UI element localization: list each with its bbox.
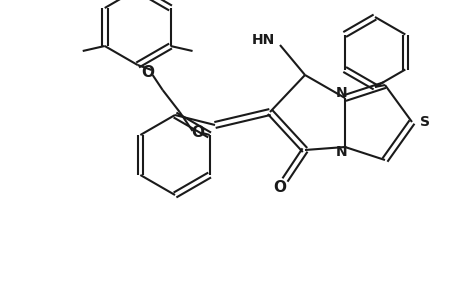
Text: HN: HN [251,33,274,47]
Text: S: S [419,115,429,129]
Text: O: O [141,64,154,80]
Text: O: O [273,181,286,196]
Text: O: O [191,124,204,140]
Text: N: N [336,86,347,100]
Text: N: N [336,145,347,159]
